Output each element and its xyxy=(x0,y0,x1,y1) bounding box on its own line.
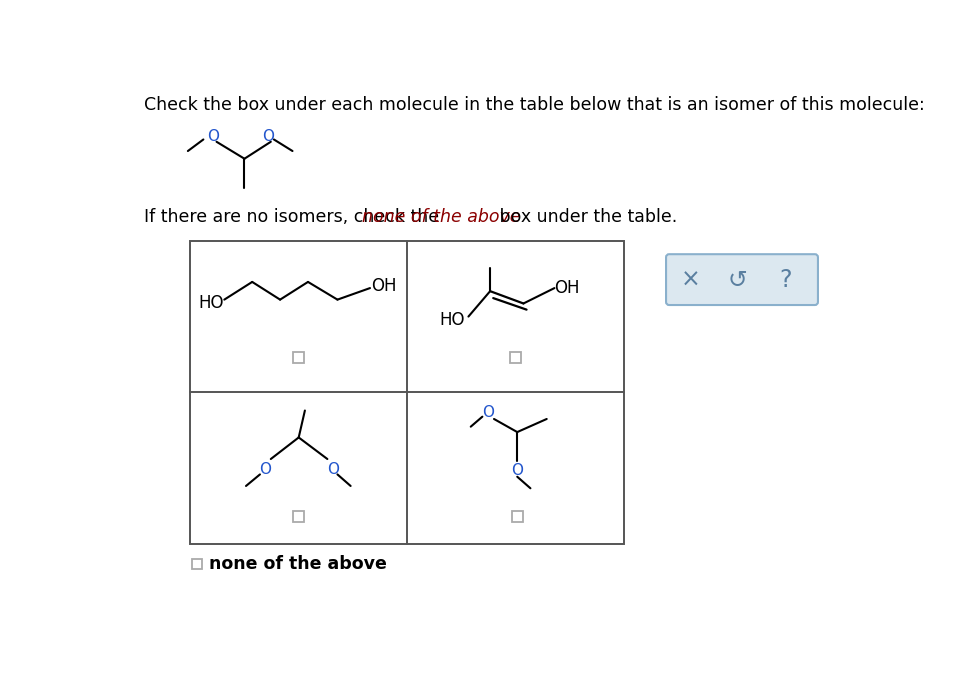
Text: O: O xyxy=(207,129,219,144)
Text: O: O xyxy=(262,129,273,144)
Text: ?: ? xyxy=(779,268,792,291)
Text: ×: × xyxy=(681,268,701,291)
Text: none of the above: none of the above xyxy=(209,555,386,573)
Text: HO: HO xyxy=(198,294,224,312)
Text: O: O xyxy=(511,463,523,478)
Text: none of the above: none of the above xyxy=(362,208,521,226)
Text: O: O xyxy=(260,462,271,477)
Text: OH: OH xyxy=(372,276,397,295)
Text: ↺: ↺ xyxy=(727,268,748,291)
Text: HO: HO xyxy=(440,311,466,330)
Text: If there are no isomers, check the: If there are no isomers, check the xyxy=(143,208,444,226)
Text: box under the table.: box under the table. xyxy=(494,208,677,226)
Text: O: O xyxy=(482,405,494,420)
Text: Check the box under each molecule in the table below that is an isomer of this m: Check the box under each molecule in the… xyxy=(143,95,924,114)
FancyBboxPatch shape xyxy=(666,254,818,305)
Text: OH: OH xyxy=(554,279,580,297)
Text: O: O xyxy=(328,462,340,477)
